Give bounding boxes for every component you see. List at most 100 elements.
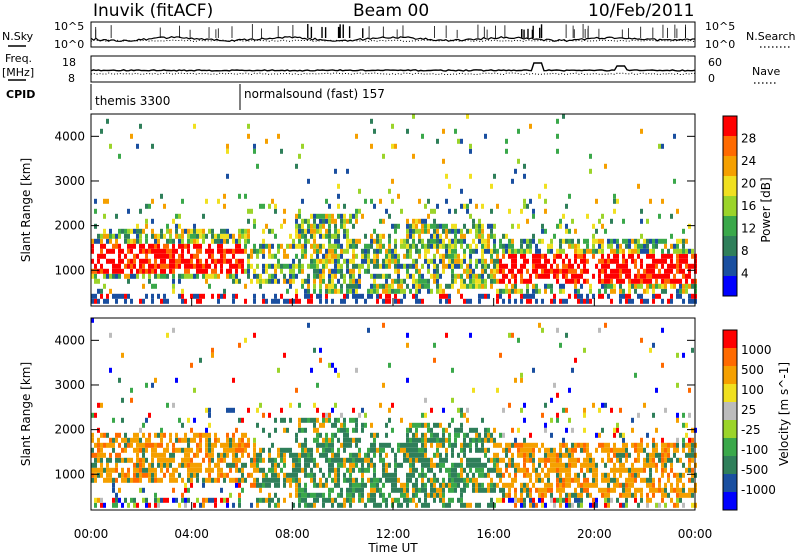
- heatmap-cell: [424, 487, 427, 493]
- heatmap-cell: [640, 293, 643, 299]
- heatmap-cell: [616, 467, 619, 473]
- heatmap-cell: [391, 223, 394, 229]
- heatmap-cell: [199, 228, 202, 234]
- heatmap-cell: [127, 457, 130, 463]
- heatmap-cell: [424, 258, 427, 264]
- heatmap-cell: [586, 268, 589, 274]
- heatmap-cell: [571, 243, 574, 249]
- heatmap-cell: [187, 437, 190, 443]
- heatmap-cell: [685, 288, 688, 294]
- heatmap-cell: [562, 407, 565, 413]
- heatmap-cell: [175, 497, 178, 503]
- heatmap-cell: [268, 467, 271, 473]
- heatmap-cell: [679, 472, 682, 478]
- log-top-right: 10^5: [705, 20, 735, 33]
- heatmap-cell: [304, 472, 307, 478]
- heatmap-cell: [610, 487, 613, 493]
- heatmap-cell: [334, 283, 337, 289]
- heatmap-cell: [364, 268, 367, 274]
- heatmap-cell: [418, 452, 421, 458]
- heatmap-cell: [292, 462, 295, 468]
- heatmap-cell: [364, 452, 367, 458]
- heatmap-cell: [283, 273, 286, 279]
- heatmap-cell: [517, 447, 520, 453]
- heatmap-cell: [442, 462, 445, 468]
- heatmap-cell: [346, 233, 349, 239]
- heatmap-cell: [322, 278, 325, 284]
- heatmap-cell: [607, 502, 610, 508]
- heatmap-cell: [613, 198, 616, 204]
- heatmap-cell: [412, 452, 415, 458]
- heatmap-cell: [163, 233, 166, 239]
- heatmap-cell: [646, 263, 649, 269]
- heatmap-cell: [238, 342, 241, 348]
- cpid-segment-1: themis 3300: [95, 94, 170, 108]
- heatmap-cell: [370, 477, 373, 483]
- nave-tick-high: 60: [708, 56, 722, 69]
- heatmap-cell: [343, 457, 346, 463]
- heatmap-cell: [145, 253, 148, 259]
- heatmap-cell: [166, 447, 169, 453]
- heatmap-cell: [157, 293, 160, 299]
- heatmap-cell: [508, 482, 511, 488]
- heatmap-cell: [142, 263, 145, 269]
- heatmap-cell: [295, 263, 298, 269]
- heatmap-cell: [655, 387, 658, 393]
- heatmap-cell: [436, 422, 439, 428]
- heatmap-cell: [142, 467, 145, 473]
- heatmap-cell: [661, 487, 664, 493]
- heatmap-cell: [307, 472, 310, 478]
- heatmap-cell: [370, 233, 373, 239]
- heatmap-cell: [286, 278, 289, 284]
- heatmap-cell: [196, 467, 199, 473]
- heatmap-cell: [463, 452, 466, 458]
- heatmap-cell: [367, 452, 370, 458]
- heatmap-cell: [127, 502, 130, 508]
- heatmap-cell: [424, 437, 427, 443]
- heatmap-cell: [634, 372, 637, 378]
- heatmap-cell: [415, 487, 418, 493]
- heatmap-cell: [319, 233, 322, 239]
- heatmap-cell: [568, 467, 571, 473]
- heatmap-cell: [382, 457, 385, 463]
- heatmap-cell: [232, 248, 235, 254]
- heatmap-cell: [274, 492, 277, 498]
- heatmap-cell: [277, 472, 280, 478]
- heatmap-cell: [631, 258, 634, 264]
- heatmap-cell: [445, 332, 448, 338]
- heatmap-cell: [598, 327, 601, 333]
- heatmap-cell: [295, 288, 298, 294]
- heatmap-cell: [226, 143, 229, 149]
- heatmap-cell: [316, 442, 319, 448]
- heatmap-cell: [409, 477, 412, 483]
- heatmap-cell: [244, 248, 247, 254]
- heatmap-cell: [370, 288, 373, 294]
- heatmap-cell: [226, 502, 229, 508]
- heatmap-cell: [259, 457, 262, 463]
- heatmap-cell: [118, 153, 121, 159]
- heatmap-cell: [499, 457, 502, 463]
- heatmap-cell: [568, 472, 571, 478]
- heatmap-cell: [346, 258, 349, 264]
- heatmap-cell: [661, 472, 664, 478]
- heatmap-cell: [334, 228, 337, 234]
- heatmap-cell: [277, 298, 280, 304]
- heatmap-cell: [115, 213, 118, 219]
- heatmap-cell: [127, 437, 130, 443]
- heatmap-cell: [607, 487, 610, 493]
- heatmap-cell: [619, 462, 622, 468]
- heatmap-cell: [490, 502, 493, 508]
- heatmap-cell: [337, 258, 340, 264]
- heatmap-cell: [466, 263, 469, 269]
- heatmap-cell: [484, 258, 487, 264]
- heatmap-cell: [136, 432, 139, 438]
- heatmap-cell: [175, 263, 178, 269]
- heatmap-cell: [289, 283, 292, 289]
- heatmap-cell: [454, 273, 457, 279]
- heatmap-cell: [475, 223, 478, 229]
- heatmap-cell: [295, 218, 298, 224]
- heatmap-cell: [433, 342, 436, 348]
- heatmap-cell: [664, 258, 667, 264]
- heatmap-cell: [475, 233, 478, 239]
- heatmap-cell: [421, 467, 424, 473]
